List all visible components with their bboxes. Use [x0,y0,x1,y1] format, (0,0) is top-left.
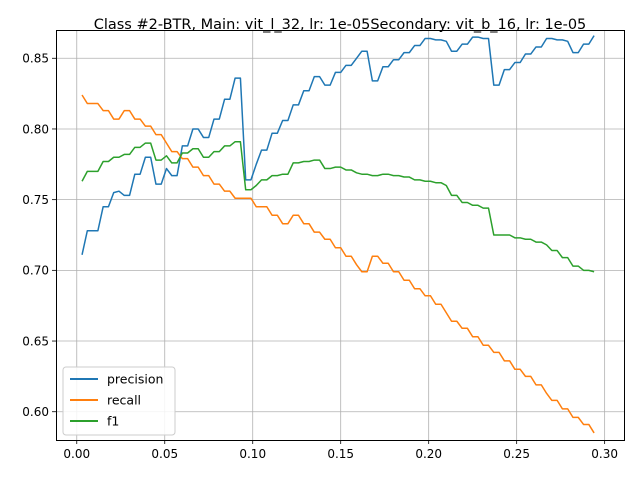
x-tick-label: 0.05 [151,447,178,461]
series-line-precision [81,35,595,255]
x-axis: 0.00 0.05 0.10 0.15 0.20 0.25 0.30 [63,440,618,461]
y-tick-label: 0.75 [22,193,49,207]
x-tick-label: 0.20 [415,447,442,461]
legend-label-precision: precision [107,372,163,387]
x-tick-label: 0.25 [503,447,530,461]
x-tick-label: 0.30 [591,447,618,461]
y-tick-label: 0.60 [22,405,49,419]
series-line-f1 [81,140,595,273]
chart-title: Class #2-BTR, Main: vit_l_32, lr: 1e-05S… [94,17,587,33]
legend-box [62,366,176,436]
y-axis: 0.60 0.65 0.70 0.75 0.80 0.85 [22,52,56,419]
x-tick-label: 0.15 [327,447,354,461]
series-layer [81,35,595,434]
y-tick-label: 0.70 [22,264,49,278]
y-tick-label: 0.65 [22,334,49,348]
legend: precision recall f1 [62,366,176,436]
legend-label-f1: f1 [107,414,119,429]
x-tick-label: 0.00 [63,447,90,461]
x-tick-label: 0.10 [239,447,266,461]
series-line-recall [81,94,595,434]
grid [56,30,624,440]
y-tick-label: 0.85 [22,52,49,66]
y-tick-label: 0.80 [22,122,49,136]
legend-label-recall: recall [107,393,141,408]
